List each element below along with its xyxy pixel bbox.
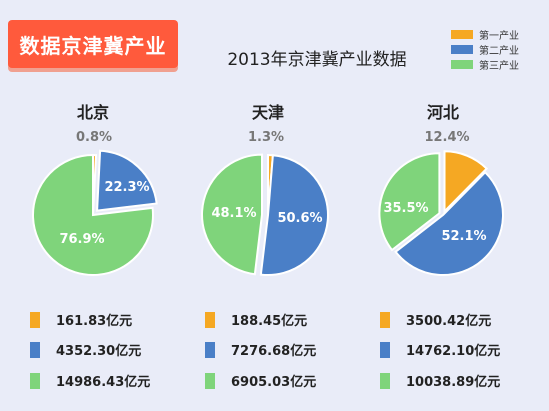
value-text: 10038.89亿元 <box>406 375 501 390</box>
value-row-primary: 161.83亿元 <box>30 310 132 329</box>
legend-item-secondary: 第二产业 <box>451 42 519 57</box>
value-swatch-secondary <box>205 341 215 358</box>
value-swatch-primary <box>205 311 215 328</box>
pie-slice-secondary <box>394 170 504 276</box>
pie-title: 北京 <box>77 103 109 122</box>
pie-slice-secondary <box>96 149 158 212</box>
legend-swatch-secondary <box>451 45 473 54</box>
chart-title: 2013年京津冀产业数据 <box>227 50 407 70</box>
pie-slice-tertiary <box>32 153 154 276</box>
pie-title: 河北 <box>427 103 459 122</box>
value-text: 4352.30亿元 <box>56 344 142 359</box>
value-text: 188.45亿元 <box>231 314 308 329</box>
value-swatch-tertiary <box>30 372 40 389</box>
value-text: 3500.42亿元 <box>406 314 492 329</box>
value-text: 6905.03亿元 <box>231 375 317 390</box>
value-swatch-tertiary <box>205 372 215 389</box>
value-row-tertiary: 14986.43亿元 <box>30 371 150 390</box>
section-badge: 数据京津冀产业 <box>8 20 178 68</box>
pie-slice-tertiary <box>201 153 264 276</box>
pie-data-label: 0.8% <box>76 130 112 145</box>
value-swatch-secondary <box>30 341 40 358</box>
legend-label-tertiary: 第三产业 <box>479 61 519 72</box>
value-row-tertiary: 10038.89亿元 <box>380 371 500 390</box>
value-text: 14762.10亿元 <box>406 344 501 359</box>
value-row-secondary: 4352.30亿元 <box>30 340 141 359</box>
pie-charts: 北京 0.8% 22.3% 76.9% 天津 1.3% 50.6% 48.1% 河北 12.4% 5… <box>32 103 504 276</box>
value-row-primary: 3500.42亿元 <box>380 310 491 329</box>
pie-data-label: 22.3% <box>104 180 149 195</box>
pie-data-label: 50.6% <box>277 211 322 226</box>
legend-item-tertiary: 第三产业 <box>451 57 519 72</box>
pie-data-label: 1.3% <box>248 130 284 145</box>
pie-data-label: 48.1% <box>211 206 256 221</box>
value-text: 7276.68亿元 <box>231 344 317 359</box>
value-row-secondary: 7276.68亿元 <box>205 340 316 359</box>
legend-swatch-primary <box>451 30 473 39</box>
value-row-primary: 188.45亿元 <box>205 310 307 329</box>
value-text: 161.83亿元 <box>56 314 133 329</box>
pie-data-label: 76.9% <box>59 232 104 247</box>
legend-label-primary: 第一产业 <box>479 31 519 42</box>
value-swatch-secondary <box>380 341 390 358</box>
value-swatch-tertiary <box>380 372 390 389</box>
legend-item-primary: 第一产业 <box>451 27 519 42</box>
value-swatch-primary <box>380 311 390 328</box>
value-swatch-primary <box>30 311 40 328</box>
pie-slice-primary <box>443 150 489 214</box>
pie-slice-secondary <box>259 154 329 276</box>
value-row-tertiary: 6905.03亿元 <box>205 371 316 390</box>
pie-data-label: 35.5% <box>383 201 428 216</box>
pie-data-label: 12.4% <box>424 130 469 145</box>
pie-title: 天津 <box>252 103 284 122</box>
value-row-secondary: 14762.10亿元 <box>380 340 500 359</box>
legend-label-secondary: 第二产业 <box>479 46 519 57</box>
pie-slice-tertiary <box>378 152 441 252</box>
pie-data-label: 52.1% <box>441 229 486 244</box>
value-text: 14986.43亿元 <box>56 375 151 390</box>
legend-swatch-tertiary <box>451 60 473 69</box>
legend: 第一产业 第二产业 第三产业 <box>451 27 519 72</box>
